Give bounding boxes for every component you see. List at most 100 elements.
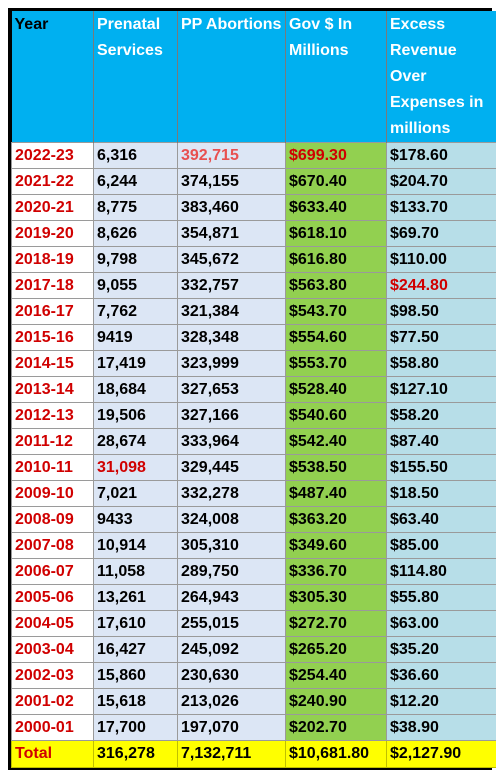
cell-prenatal: 31,098 (93, 454, 178, 481)
cell-year: 2004-05 (11, 610, 94, 637)
table-row: 2009-10 7,021 332,278 $487.40 $18.50 (11, 480, 496, 507)
cell-abortions: 305,310 (177, 532, 286, 559)
cell-year: 2017-18 (11, 272, 94, 299)
cell-prenatal: 18,684 (93, 376, 178, 403)
table-row: 2021-22 6,244 374,155 $670.40 $204.70 (11, 168, 496, 195)
cell-gov: $305.30 (285, 584, 387, 611)
cell-prenatal: 11,058 (93, 558, 178, 585)
cell-prenatal: 15,860 (93, 662, 178, 689)
cell-gov: $699.30 (285, 142, 387, 169)
cell-excess: $87.40 (386, 428, 496, 455)
cell-prenatal: 17,419 (93, 350, 178, 377)
cell-year: 2022-23 (11, 142, 94, 169)
cell-year: 2006-07 (11, 558, 94, 585)
cell-prenatal: 8,626 (93, 220, 178, 247)
cell-excess: $35.20 (386, 636, 496, 663)
cell-abortions: 321,384 (177, 298, 286, 325)
cell-year: 2009-10 (11, 480, 94, 507)
cell-excess: $204.70 (386, 168, 496, 195)
cell-excess: $155.50 (386, 454, 496, 481)
cell-prenatal: 13,261 (93, 584, 178, 611)
cell-gov: $554.60 (285, 324, 387, 351)
cell-gov: $487.40 (285, 480, 387, 507)
table-row: 2003-04 16,427 245,092 $265.20 $35.20 (11, 636, 496, 663)
table-row: 2000-01 17,700 197,070 $202.70 $38.90 (11, 714, 496, 741)
cell-prenatal: 6,316 (93, 142, 178, 169)
header-prenatal: Prenatal Services (93, 11, 178, 143)
cell-prenatal: 17,610 (93, 610, 178, 637)
table-row: 2002-03 15,860 230,630 $254.40 $36.60 (11, 662, 496, 689)
cell-excess: $69.70 (386, 220, 496, 247)
total-abortions: 7,132,711 (177, 740, 286, 768)
cell-abortions: 264,943 (177, 584, 286, 611)
cell-gov: $363.20 (285, 506, 387, 533)
table-body: 2022-23 6,316 392,715 $699.30 $178.60 2021-22… (11, 142, 496, 741)
header-year: Year (11, 11, 94, 143)
cell-abortions: 230,630 (177, 662, 286, 689)
cell-abortions: 289,750 (177, 558, 286, 585)
cell-excess: $110.00 (386, 246, 496, 273)
cell-prenatal: 7,762 (93, 298, 178, 325)
cell-prenatal: 9,055 (93, 272, 178, 299)
table-row: 2010-11 31,098 329,445 $538.50 $155.50 (11, 454, 496, 481)
table-row: 2006-07 11,058 289,750 $336.70 $114.80 (11, 558, 496, 585)
cell-excess: $77.50 (386, 324, 496, 351)
table-row: 2005-06 13,261 264,943 $305.30 $55.80 (11, 584, 496, 611)
cell-year: 2010-11 (11, 454, 94, 481)
table-frame: Year Prenatal Services PP Abortions Gov … (8, 8, 496, 770)
total-row: Total 316,278 7,132,711 $10,681.80 $2,12… (11, 740, 496, 768)
cell-abortions: 383,460 (177, 194, 286, 221)
cell-excess: $133.70 (386, 194, 496, 221)
cell-gov: $633.40 (285, 194, 387, 221)
cell-excess: $127.10 (386, 376, 496, 403)
cell-prenatal: 10,914 (93, 532, 178, 559)
total-label: Total (11, 740, 94, 768)
cell-abortions: 255,015 (177, 610, 286, 637)
cell-excess: $12.20 (386, 688, 496, 715)
cell-prenatal: 19,506 (93, 402, 178, 429)
cell-excess: $55.80 (386, 584, 496, 611)
total-excess: $2,127.90 (386, 740, 496, 768)
table-row: 2013-14 18,684 327,653 $528.40 $127.10 (11, 376, 496, 403)
cell-gov: $336.70 (285, 558, 387, 585)
cell-year: 2012-13 (11, 402, 94, 429)
header-row: Year Prenatal Services PP Abortions Gov … (11, 11, 496, 143)
cell-prenatal: 17,700 (93, 714, 178, 741)
cell-gov: $670.40 (285, 168, 387, 195)
cell-prenatal: 8,775 (93, 194, 178, 221)
cell-gov: $202.70 (285, 714, 387, 741)
cell-prenatal: 16,427 (93, 636, 178, 663)
cell-gov: $618.10 (285, 220, 387, 247)
cell-gov: $254.40 (285, 662, 387, 689)
cell-excess: $63.40 (386, 506, 496, 533)
cell-prenatal: 9419 (93, 324, 178, 351)
cell-excess: $38.90 (386, 714, 496, 741)
cell-year: 2005-06 (11, 584, 94, 611)
cell-excess: $85.00 (386, 532, 496, 559)
cell-abortions: 323,999 (177, 350, 286, 377)
cell-gov: $240.90 (285, 688, 387, 715)
cell-gov: $616.80 (285, 246, 387, 273)
header-gov: Gov $ In Millions (285, 11, 387, 143)
cell-gov: $553.70 (285, 350, 387, 377)
cell-gov: $543.70 (285, 298, 387, 325)
cell-year: 2019-20 (11, 220, 94, 247)
cell-gov: $538.50 (285, 454, 387, 481)
cell-gov: $272.70 (285, 610, 387, 637)
cell-excess: $178.60 (386, 142, 496, 169)
cell-year: 2001-02 (11, 688, 94, 715)
cell-abortions: 392,715 (177, 142, 286, 169)
cell-excess: $58.20 (386, 402, 496, 429)
table-row: 2022-23 6,316 392,715 $699.30 $178.60 (11, 142, 496, 169)
cell-year: 2021-22 (11, 168, 94, 195)
cell-year: 2015-16 (11, 324, 94, 351)
cell-abortions: 327,166 (177, 402, 286, 429)
planned-parenthood-data-table: Year Prenatal Services PP Abortions Gov … (11, 11, 496, 768)
cell-gov: $265.20 (285, 636, 387, 663)
cell-excess: $98.50 (386, 298, 496, 325)
cell-year: 2020-21 (11, 194, 94, 221)
cell-excess: $63.00 (386, 610, 496, 637)
table-row: 2004-05 17,610 255,015 $272.70 $63.00 (11, 610, 496, 637)
cell-abortions: 333,964 (177, 428, 286, 455)
cell-year: 2011-12 (11, 428, 94, 455)
